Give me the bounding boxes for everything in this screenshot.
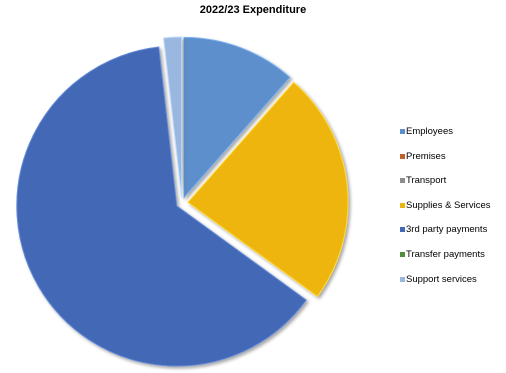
legend-label: Transfer payments bbox=[406, 248, 485, 260]
legend-item-3rd-party-payments: 3rd party payments bbox=[400, 224, 506, 235]
pie-slice-employees bbox=[183, 36, 291, 199]
legend: Employees Premises Transport Supplies & Ser… bbox=[400, 126, 506, 298]
legend-item-transfer-payments: Transfer payments bbox=[400, 249, 506, 260]
legend-swatch bbox=[400, 129, 405, 134]
legend-label: Premises bbox=[406, 150, 446, 162]
legend-item-supplies-and-services: Supplies & Services bbox=[400, 200, 506, 211]
pie-slice-supplies-and-services bbox=[187, 81, 349, 298]
legend-swatch bbox=[400, 202, 405, 208]
legend-swatch bbox=[400, 178, 405, 184]
legend-label: 3rd party payments bbox=[406, 224, 488, 236]
legend-item-employees: Employees bbox=[400, 126, 506, 137]
chart-title: 2022/23 Expenditure bbox=[199, 4, 307, 16]
legend-label: Transport bbox=[406, 175, 447, 187]
legend-swatch bbox=[400, 276, 405, 282]
legend-label: Employees bbox=[406, 126, 453, 137]
legend-item-premises: Premises bbox=[400, 151, 506, 162]
legend-label: Support services bbox=[406, 273, 477, 285]
legend-label: Supplies & Services bbox=[406, 199, 491, 211]
legend-item-transport: Transport bbox=[400, 175, 506, 186]
legend-swatch bbox=[400, 153, 405, 159]
pie-slices bbox=[16, 36, 349, 367]
legend-item-support-services: Support services bbox=[400, 274, 506, 285]
pie-slice-3rd-party-payments bbox=[16, 46, 307, 367]
legend-swatch bbox=[400, 251, 405, 257]
legend-swatch bbox=[400, 227, 405, 233]
pie-slice-support-services bbox=[163, 36, 183, 198]
